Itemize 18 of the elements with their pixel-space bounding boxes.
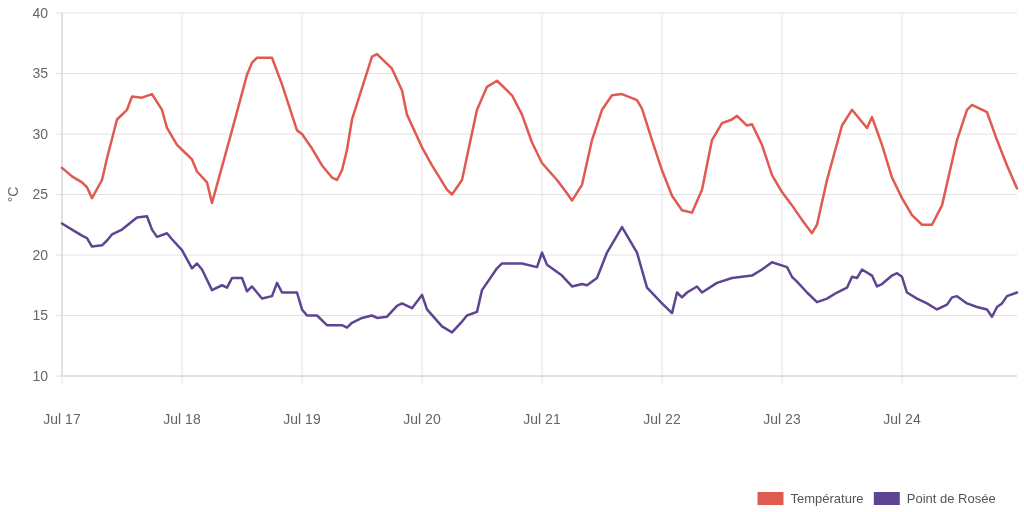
- x-tick-label: Jul 19: [283, 411, 321, 427]
- y-tick-label: 20: [32, 246, 49, 263]
- x-tick-label: Jul 21: [523, 411, 561, 427]
- y-tick-label: 30: [32, 125, 49, 142]
- x-tick-label: Jul 24: [883, 411, 921, 427]
- y-tick-label: 25: [32, 186, 49, 203]
- y-tick-label: 15: [32, 307, 49, 324]
- x-tick-label: Jul 23: [763, 411, 801, 427]
- y-tick-label: 35: [32, 65, 49, 82]
- legend-label: Température: [790, 491, 864, 506]
- x-tick-label: Jul 18: [163, 411, 201, 427]
- y-axis-title: °C: [5, 186, 21, 203]
- y-tick-label: 40: [32, 4, 49, 21]
- legend-label: Point de Rosée: [906, 491, 996, 506]
- x-tick-label: Jul 22: [643, 411, 681, 427]
- x-tick-label: Jul 20: [403, 411, 441, 427]
- y-tick-label: 10: [32, 367, 49, 384]
- x-tick-label: Jul 17: [43, 411, 81, 427]
